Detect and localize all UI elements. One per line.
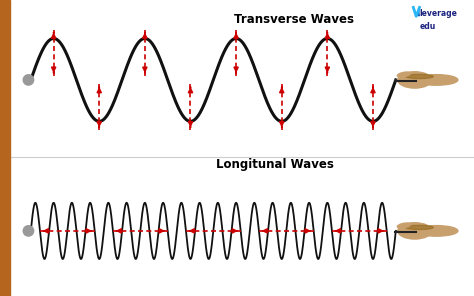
Bar <box>0 0 10 296</box>
Text: leverage: leverage <box>419 9 457 18</box>
Ellipse shape <box>397 72 410 77</box>
Ellipse shape <box>405 225 433 229</box>
Text: Transverse Waves: Transverse Waves <box>234 13 354 26</box>
Ellipse shape <box>398 223 432 239</box>
Text: edu: edu <box>419 22 436 31</box>
Ellipse shape <box>397 223 410 228</box>
Ellipse shape <box>23 226 34 236</box>
Ellipse shape <box>23 75 34 85</box>
Ellipse shape <box>405 74 433 78</box>
Ellipse shape <box>415 226 458 236</box>
Text: Longitunal Waves: Longitunal Waves <box>216 158 334 171</box>
Ellipse shape <box>398 72 432 88</box>
Ellipse shape <box>415 75 458 85</box>
